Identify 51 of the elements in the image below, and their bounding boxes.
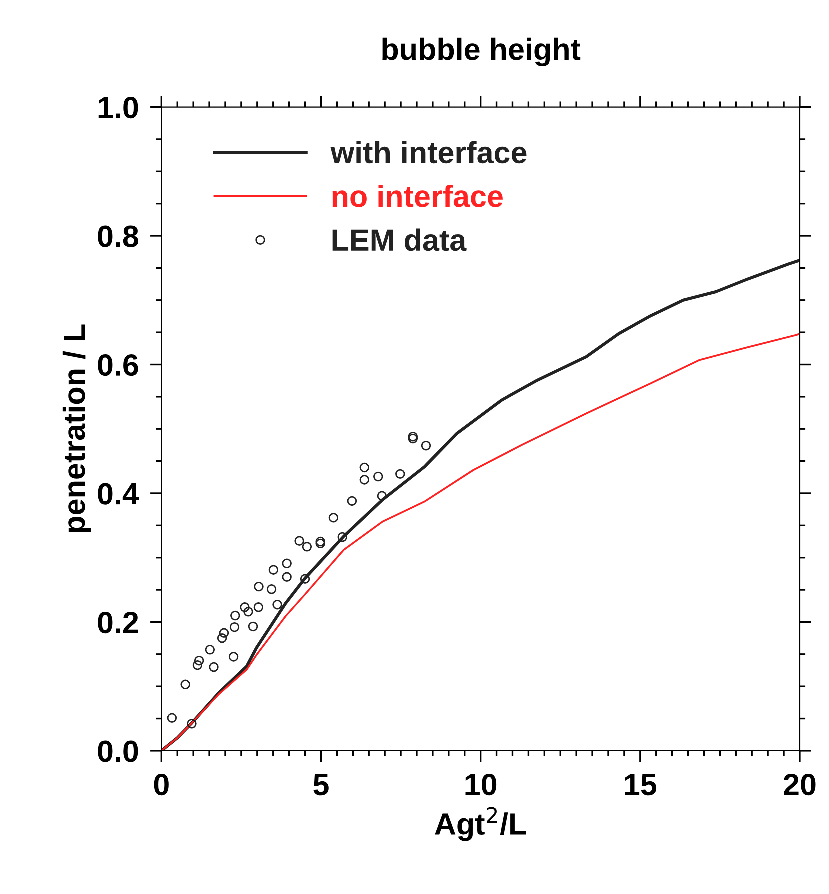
y-tick-label: 0.4 [98, 483, 140, 505]
x-tick-label: 15 [625, 774, 657, 796]
point [254, 582, 264, 592]
point [377, 491, 388, 501]
point [205, 645, 216, 655]
point [268, 565, 279, 575]
point [294, 536, 304, 546]
point [360, 462, 370, 473]
legend-label: no interface [332, 184, 503, 208]
point [300, 574, 310, 584]
chart-title: bubble height [382, 38, 581, 67]
point [396, 469, 406, 480]
point [209, 662, 219, 672]
point [248, 622, 258, 632]
point [192, 660, 203, 670]
point [328, 513, 339, 523]
y-tick-label: 0.6 [98, 354, 138, 376]
point [180, 680, 190, 690]
point [374, 472, 384, 482]
point [219, 628, 230, 638]
point [194, 656, 204, 666]
point [217, 633, 228, 644]
y-tick-label: 1.0 [98, 97, 138, 119]
point [244, 607, 254, 617]
point [167, 713, 178, 723]
point [240, 602, 250, 612]
point [187, 719, 197, 729]
point [272, 600, 282, 610]
x-tick-label: 10 [466, 774, 497, 796]
y-tick-label: 0.0 [98, 740, 138, 762]
point [302, 542, 312, 552]
point [347, 496, 358, 506]
point [421, 440, 432, 451]
point [282, 572, 292, 582]
legend-label: LEM data [332, 228, 467, 252]
y-tick-label: 0.8 [98, 226, 138, 248]
x-tick-label: 0 [154, 774, 169, 796]
point [338, 532, 348, 542]
point [228, 652, 239, 662]
point [230, 622, 240, 632]
x-axis-title: Agt$^{2}$/L [435, 807, 526, 842]
x-tick-label: 5 [314, 774, 329, 796]
point [282, 558, 292, 569]
y-axis-title: penetration / L [62, 324, 92, 532]
legend-label: with interface [330, 141, 527, 164]
point [230, 610, 240, 621]
y-tick-label: 0.2 [98, 612, 138, 634]
point [266, 584, 277, 594]
x-tick-label: 20 [784, 774, 816, 796]
point [360, 475, 370, 485]
point [254, 602, 264, 612]
